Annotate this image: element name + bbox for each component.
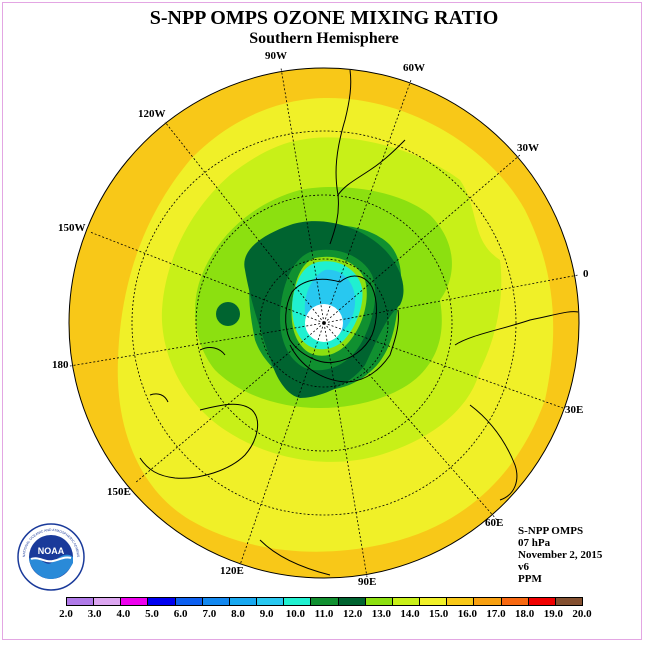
- colorbar-label: 11.0: [314, 608, 334, 620]
- figure-frame: [2, 2, 642, 640]
- lon-label-30e: 30E: [565, 404, 584, 416]
- colorbar-swatch: [66, 597, 95, 606]
- noaa-logo: NOAA NATIONAL OCEANIC AND ATMOSPHERIC AD…: [17, 523, 85, 591]
- colorbar-label: 2.0: [59, 608, 73, 620]
- lon-label-150e: 150E: [107, 486, 131, 498]
- colorbar-swatch: [364, 597, 393, 606]
- colorbar-label: 19.0: [543, 608, 563, 620]
- colorbar-label: 13.0: [371, 608, 391, 620]
- colorbar-swatch: [527, 597, 556, 606]
- colorbar-swatch: [310, 597, 339, 606]
- lon-label-60e: 60E: [485, 517, 504, 529]
- lon-label-0: 0: [583, 268, 589, 280]
- region-11-12-blob: [216, 302, 240, 326]
- colorbar-swatch: [93, 597, 122, 606]
- colorbar-swatch: [256, 597, 285, 606]
- colorbar-label: 5.0: [145, 608, 159, 620]
- lon-label-30w: 30W: [517, 142, 539, 154]
- map-boundary: [68, 67, 580, 579]
- colorbar-swatch: [120, 597, 149, 606]
- colorbar-label: 12.0: [343, 608, 363, 620]
- colorbar-label: 8.0: [231, 608, 245, 620]
- colorbar-label: 4.0: [116, 608, 131, 620]
- colorbar-swatch: [174, 597, 203, 606]
- lon-label-150w: 150W: [58, 222, 86, 234]
- colorbar-swatch: [419, 597, 448, 606]
- colorbar-label: 16.0: [457, 608, 477, 620]
- lon-label-120w: 120W: [138, 108, 166, 120]
- lon-label-120e: 120E: [220, 565, 244, 577]
- colorbar-label: 10.0: [285, 608, 305, 620]
- info-level: 07 hPa: [518, 537, 551, 549]
- colorbar-swatch: [554, 597, 583, 606]
- colorbar-swatch: [147, 597, 176, 606]
- colorbar-label: 20.0: [572, 608, 592, 620]
- logo-text: NOAA: [38, 546, 65, 556]
- info-date: November 2, 2015: [518, 549, 603, 561]
- graticule: [69, 67, 579, 578]
- colorbar-label: 18.0: [515, 608, 535, 620]
- lon-label-60w: 60W: [403, 62, 425, 74]
- lon-label-180: 180: [52, 359, 69, 371]
- product-info: S-NPP OMPS 07 hPa November 2, 2015 v6 PP…: [518, 525, 602, 585]
- lon-label-90w: 90W: [265, 50, 287, 62]
- coastlines: [139, 69, 579, 576]
- colorbar-swatch: [446, 597, 475, 606]
- colorbar-label: 7.0: [202, 608, 217, 620]
- colorbar-label: 6.0: [173, 608, 188, 620]
- colorbar-swatch: [283, 597, 312, 606]
- map-title: S-NPP OMPS OZONE MIXING RATIO: [149, 7, 499, 29]
- colorbar-label: 15.0: [429, 608, 449, 620]
- colorbar-label: 3.0: [87, 608, 102, 620]
- colorbar-swatch: [391, 597, 421, 606]
- colorbar-swatch: [228, 597, 258, 606]
- colorbar-label: 17.0: [486, 608, 506, 620]
- colorbar-swatch: [337, 597, 366, 606]
- colorbar-swatch: [201, 597, 230, 606]
- colorbar-label: 9.0: [259, 608, 274, 620]
- info-units: PPM: [518, 573, 542, 585]
- colorbar-swatch: [473, 597, 502, 606]
- map-subtitle: Southern Hemisphere: [249, 30, 399, 47]
- colorbar-label: 14.0: [400, 608, 420, 620]
- info-instrument: S-NPP OMPS: [518, 525, 584, 537]
- colorbar-swatch: [500, 597, 529, 606]
- info-version: v6: [518, 561, 529, 573]
- lon-label-90e: 90E: [358, 576, 377, 588]
